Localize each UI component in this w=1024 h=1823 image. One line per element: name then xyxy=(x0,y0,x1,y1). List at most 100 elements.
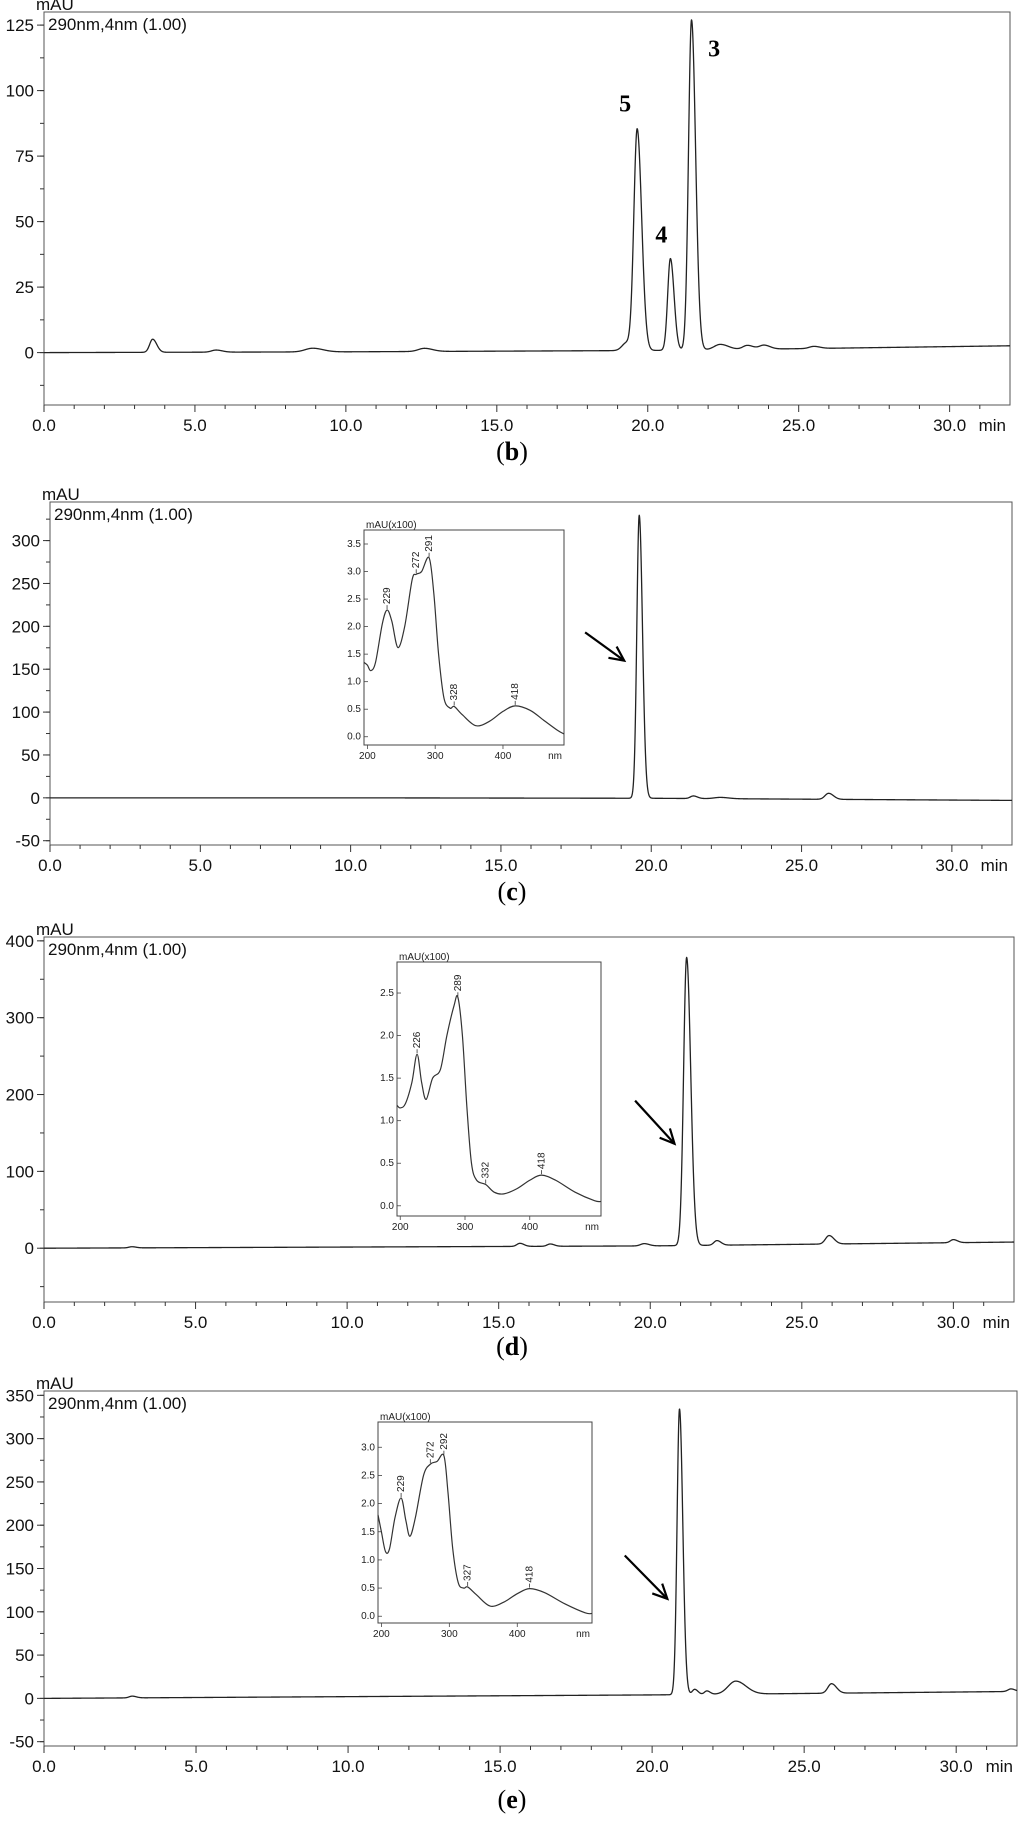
inset-y-tick-label: 2.5 xyxy=(347,594,361,605)
panel-caption: (e) xyxy=(498,1785,527,1814)
uv-spectrum-trace xyxy=(363,556,565,735)
y-tick-label: 100 xyxy=(6,1162,34,1181)
inset-peak-label: 291 xyxy=(424,535,435,552)
x-tick-label: 25.0 xyxy=(782,416,815,435)
chromatogram-trace xyxy=(49,514,1013,802)
arrow-shaft xyxy=(634,1099,676,1145)
x-tick-label: 30.0 xyxy=(940,1757,973,1776)
y-unit-label: mAU xyxy=(42,485,80,504)
x-tick-label: 5.0 xyxy=(184,1313,208,1332)
inset-y-tick-label: 2.0 xyxy=(347,622,361,633)
inset-x-unit: nm xyxy=(585,1222,599,1233)
x-tick-label: 30.0 xyxy=(935,856,968,875)
x-tick-label: 10.0 xyxy=(331,1313,364,1332)
y-tick-label: 75 xyxy=(15,147,34,166)
y-tick-label: 150 xyxy=(6,1560,34,1579)
inset-y-tick-label: 3.0 xyxy=(361,1442,375,1453)
uv-spectrum-inset: mAU(x100) 0.0 0.5 1.0 1.5 2.0 2.5 3.0 3.5 200 300 4… xyxy=(347,520,565,762)
inset-y-tick-label: 2.5 xyxy=(380,988,394,999)
inset-x-tick-label: 300 xyxy=(427,751,444,762)
uv-spectrum-inset: mAU(x100) 0.0 0.5 1.0 1.5 2.0 2.5 3.0 200 300 400 n… xyxy=(361,1412,593,1640)
y-unit-label: mAU xyxy=(36,920,74,939)
y-tick-label: 0 xyxy=(25,1689,34,1708)
inset-peak-label: 292 xyxy=(439,1433,450,1450)
inset-x-tick-label: 300 xyxy=(457,1222,474,1233)
inset-y-tick-label: 1.0 xyxy=(361,1555,375,1566)
y-tick-label: 50 xyxy=(15,213,34,232)
x-tick-label: 10.0 xyxy=(332,1757,365,1776)
inset-y-tick-label: 2.0 xyxy=(380,1031,394,1042)
inset-y-tick-label: 0.0 xyxy=(380,1201,394,1212)
uv-spectrum-trace xyxy=(377,1453,593,1615)
inset-peak-label: 272 xyxy=(425,1441,436,1458)
plot-frame xyxy=(43,11,1011,406)
inset-x-tick-label: 400 xyxy=(509,1629,526,1640)
y-tick-label: 50 xyxy=(15,1646,34,1665)
x-tick-label: 25.0 xyxy=(788,1757,821,1776)
y-tick-label: -50 xyxy=(9,1733,34,1752)
inset-y-tick-label: 0.5 xyxy=(347,704,361,715)
inset-peak-label: 418 xyxy=(510,683,521,700)
inset-peak-label: 226 xyxy=(412,1031,423,1048)
x-tick-label: 20.0 xyxy=(636,1757,669,1776)
x-tick-label: 15.0 xyxy=(482,1313,515,1332)
x-tick-label: 10.0 xyxy=(329,416,362,435)
x-tick-label: 10.0 xyxy=(334,856,367,875)
inset-peak-label: 272 xyxy=(411,551,422,568)
inset-y-tick-label: 1.5 xyxy=(347,649,361,660)
channel-label: 290nm,4nm (1.00) xyxy=(54,505,193,524)
chromatogram-trace xyxy=(43,956,1015,1249)
x-tick-label: 25.0 xyxy=(785,1313,818,1332)
inset-frame xyxy=(396,961,602,1217)
y-tick-label: 100 xyxy=(12,703,40,722)
uv-spectrum-inset: mAU(x100) 0.0 0.5 1.0 1.5 2.0 2.5 200 300 400 nm 22… xyxy=(380,952,602,1233)
x-unit-label: min xyxy=(983,1313,1010,1332)
panel-caption: (c) xyxy=(498,877,527,906)
inset-frame xyxy=(377,1421,593,1624)
inset-y-label: mAU(x100) xyxy=(380,1412,431,1423)
inset-peak-label: 332 xyxy=(481,1161,492,1178)
inset-peak-label: 289 xyxy=(453,974,464,991)
x-tick-label: 0.0 xyxy=(32,1313,56,1332)
arrow-head xyxy=(608,646,627,663)
y-tick-label: 0 xyxy=(25,1239,34,1258)
inset-y-tick-label: 0.5 xyxy=(380,1158,394,1169)
chromatogram-trace xyxy=(43,1408,1018,1700)
y-tick-label: 200 xyxy=(6,1086,34,1105)
inset-x-unit: nm xyxy=(548,751,562,762)
x-unit-label: min xyxy=(981,856,1008,875)
x-tick-label: 5.0 xyxy=(184,1757,208,1776)
inset-y-tick-label: 3.0 xyxy=(347,567,361,578)
x-tick-label: 5.0 xyxy=(183,416,207,435)
y-tick-label: 400 xyxy=(6,932,34,951)
y-tick-label: 125 xyxy=(6,16,34,35)
y-unit-label: mAU xyxy=(36,0,74,14)
x-tick-label: 0.0 xyxy=(38,856,62,875)
inset-peak-label: 418 xyxy=(536,1152,547,1169)
inset-y-tick-label: 0.0 xyxy=(361,1611,375,1622)
inset-peak-label: 418 xyxy=(524,1566,535,1583)
inset-y-tick-label: 1.5 xyxy=(380,1073,394,1084)
inset-y-tick-label: 2.0 xyxy=(361,1499,375,1510)
inset-x-unit: nm xyxy=(576,1629,590,1640)
x-tick-label: 15.0 xyxy=(484,1757,517,1776)
uv-spectrum-trace xyxy=(396,995,602,1203)
channel-label: 290nm,4nm (1.00) xyxy=(48,15,187,34)
x-tick-label: 0.0 xyxy=(32,416,56,435)
inset-peak-label: 328 xyxy=(449,683,460,700)
x-tick-label: 15.0 xyxy=(480,416,513,435)
y-tick-label: 300 xyxy=(12,532,40,551)
y-tick-label: 25 xyxy=(15,278,34,297)
y-tick-label: 300 xyxy=(6,1430,34,1449)
y-unit-label: mAU xyxy=(36,1374,74,1393)
inset-x-tick-label: 200 xyxy=(359,751,376,762)
x-tick-label: 15.0 xyxy=(484,856,517,875)
x-tick-label: 5.0 xyxy=(188,856,212,875)
inset-y-tick-label: 1.0 xyxy=(380,1116,394,1127)
y-tick-label: 150 xyxy=(12,660,40,679)
inset-x-tick-label: 300 xyxy=(441,1629,458,1640)
x-tick-label: 30.0 xyxy=(933,416,966,435)
inset-y-tick-label: 1.5 xyxy=(361,1527,375,1538)
